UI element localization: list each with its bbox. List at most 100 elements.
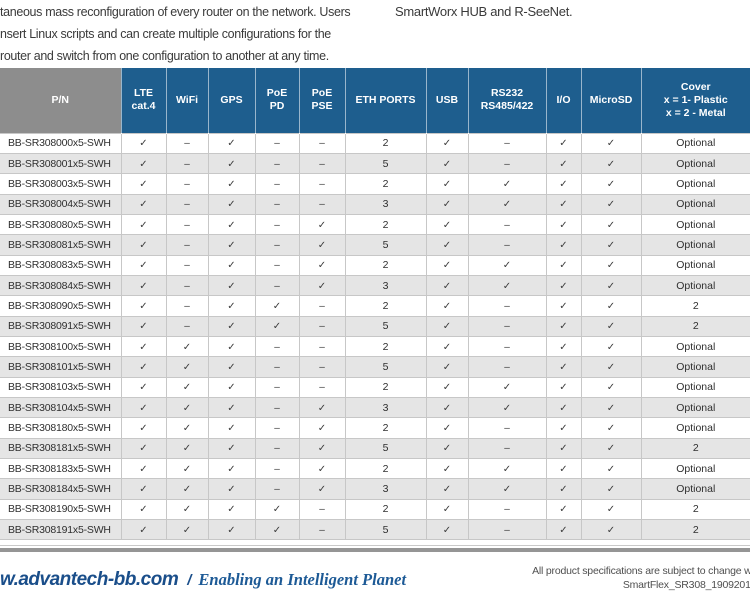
dash-icon: – xyxy=(274,484,280,496)
gps-cell: ✓ xyxy=(207,193,256,215)
poe-pse-cell: ✓ xyxy=(298,396,346,419)
eth-ports-cell: 3 xyxy=(344,478,427,500)
eth-ports-cell: 5 xyxy=(344,356,427,378)
checkmark-icon: ✓ xyxy=(442,484,452,496)
checkmark-icon: ✓ xyxy=(317,443,327,455)
microsd-cell: ✓ xyxy=(580,335,642,358)
divider-gap xyxy=(0,546,750,548)
checkmark-icon: ✓ xyxy=(559,321,568,333)
microsd-cell: ✓ xyxy=(580,356,642,378)
checkmark-icon: ✓ xyxy=(559,443,568,455)
checkmark-icon: ✓ xyxy=(559,504,568,516)
lte-cat4-cell: ✓ xyxy=(120,376,167,398)
poe-pd-cell: ✓ xyxy=(254,498,300,521)
dash-icon: – xyxy=(319,300,325,312)
poe-pd-cell: – xyxy=(254,213,300,236)
usb-cell: ✓ xyxy=(425,498,469,521)
checkmark-icon: ✓ xyxy=(502,178,512,190)
dash-icon: – xyxy=(274,443,280,455)
table-row: BB-SR308180x5-SWH ✓ ✓ ✓ – ✓ 2 ✓ – ✓ ✓ Optional xyxy=(0,417,750,439)
microsd-cell: ✓ xyxy=(580,132,642,154)
eth-ports-cell: 5 xyxy=(344,315,427,337)
lte-cat4-cell: ✓ xyxy=(120,396,167,419)
io-cell: ✓ xyxy=(545,295,582,317)
table-row: BB-SR308083x5-SWH ✓ – ✓ – ✓ 2 ✓ ✓ ✓ ✓ Optional xyxy=(0,254,750,276)
poe-pd-cell: – xyxy=(254,254,300,276)
rs232-rs485-422-cell: – xyxy=(467,213,547,236)
poe-pd-cell: – xyxy=(254,417,300,439)
table-row: BB-SR308100x5-SWH ✓ ✓ ✓ – – 2 ✓ – ✓ ✓ Optional xyxy=(0,335,750,358)
checkmark-icon: ✓ xyxy=(272,524,282,536)
checkmark-icon: ✓ xyxy=(559,300,568,312)
poe-pse-cell: ✓ xyxy=(298,234,346,256)
eth-ports-cell: 2 xyxy=(344,417,427,439)
dash-icon: – xyxy=(274,361,280,373)
lte-cat4-cell: ✓ xyxy=(120,417,167,439)
poe-pd-cell: ✓ xyxy=(254,315,300,337)
dash-icon: – xyxy=(504,361,510,373)
wifi-cell: ✓ xyxy=(165,417,209,439)
cover-cell: Optional xyxy=(640,132,750,154)
wifi-cell: – xyxy=(165,315,209,337)
gps-cell: ✓ xyxy=(207,356,256,378)
checkmark-icon: ✓ xyxy=(502,260,512,272)
dash-icon: – xyxy=(184,138,190,150)
microsd-cell: ✓ xyxy=(580,152,642,175)
dash-icon: – xyxy=(184,199,190,211)
dash-icon: – xyxy=(184,219,190,231)
checkmark-icon: ✓ xyxy=(442,321,452,333)
gps-cell: ✓ xyxy=(207,457,256,480)
rs232-rs485-422-cell: – xyxy=(467,152,547,175)
footer-divider xyxy=(0,545,750,552)
checkmark-icon: ✓ xyxy=(227,402,236,414)
gps-cell: ✓ xyxy=(207,335,256,358)
checkmark-icon: ✓ xyxy=(442,382,452,394)
poe-pse-cell: – xyxy=(298,519,346,541)
checkmark-icon: ✓ xyxy=(442,422,452,434)
checkmark-icon: ✓ xyxy=(139,178,148,190)
part-number-cell: BB-SR308190x5-SWH xyxy=(0,498,122,521)
checkmark-icon: ✓ xyxy=(139,239,148,251)
io-cell: ✓ xyxy=(545,152,582,175)
checkmark-icon: ✓ xyxy=(559,158,568,170)
checkmark-icon: ✓ xyxy=(139,443,148,455)
checkmark-icon: ✓ xyxy=(182,504,192,516)
checkmark-icon: ✓ xyxy=(559,178,568,190)
gps-cell: ✓ xyxy=(207,315,256,337)
checkmark-icon: ✓ xyxy=(182,422,192,434)
checkmark-icon: ✓ xyxy=(227,138,236,150)
checkmark-icon: ✓ xyxy=(139,219,148,231)
column-header-poe-pse: PoE PSE xyxy=(298,68,345,133)
cover-cell: Optional xyxy=(640,234,750,256)
website-link[interactable]: w.advantech-bb.com xyxy=(0,569,179,590)
dash-icon: – xyxy=(504,138,510,150)
poe-pse-cell: – xyxy=(298,152,346,175)
io-cell: ✓ xyxy=(545,498,582,521)
eth-ports-cell: 2 xyxy=(344,254,427,276)
rs232-rs485-422-cell: – xyxy=(467,335,547,358)
checkmark-icon: ✓ xyxy=(502,402,512,414)
poe-pse-cell: – xyxy=(298,193,346,215)
rs232-rs485-422-cell: ✓ xyxy=(467,193,547,215)
part-number-cell: BB-SR308080x5-SWH xyxy=(0,213,122,236)
checkmark-icon: ✓ xyxy=(139,382,148,394)
checkmark-icon: ✓ xyxy=(606,321,616,333)
io-cell: ✓ xyxy=(545,173,582,195)
eth-ports-cell: 2 xyxy=(344,295,427,317)
checkmark-icon: ✓ xyxy=(442,402,452,414)
checkmark-icon: ✓ xyxy=(502,382,512,394)
gps-cell: ✓ xyxy=(207,295,256,317)
divider-thick-line xyxy=(0,548,750,552)
wifi-cell: – xyxy=(165,132,209,154)
checkmark-icon: ✓ xyxy=(606,199,616,211)
footer-slash-separator: / xyxy=(187,572,192,589)
lte-cat4-cell: ✓ xyxy=(120,274,167,297)
checkmark-icon: ✓ xyxy=(442,199,452,211)
table-row: BB-SR308190x5-SWH ✓ ✓ ✓ ✓ – 2 ✓ – ✓ ✓ 2 xyxy=(0,498,750,521)
checkmark-icon: ✓ xyxy=(442,158,452,170)
cover-cell: 2 xyxy=(640,295,750,317)
product-spec-table: P/N LTE cat.4 WiFi GPS PoE PD PoE PSE ETH PORT… xyxy=(0,68,750,541)
checkmark-icon: ✓ xyxy=(317,219,327,231)
gps-cell: ✓ xyxy=(207,274,256,297)
usb-cell: ✓ xyxy=(425,254,469,276)
